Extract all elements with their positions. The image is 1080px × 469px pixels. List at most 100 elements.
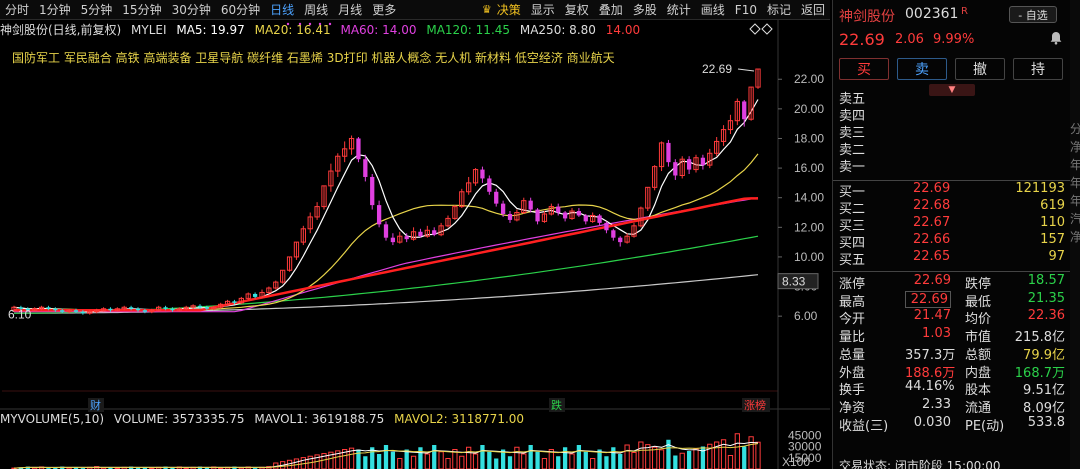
toolbar-period-2[interactable]: 5分钟 (80, 3, 113, 17)
self-select-button[interactable]: - 自选 (1009, 6, 1057, 23)
toolbar-period-9[interactable]: 更多 (372, 3, 397, 17)
volume-indicator-name[interactable]: MYVOLUME(5,10) (0, 412, 105, 426)
collapse-handle[interactable]: ▼ (929, 84, 975, 96)
ma120-label: MA120: 11.45 (426, 23, 511, 37)
price-change-pct: 9.99% (933, 32, 975, 47)
volume-bar (363, 456, 368, 469)
volume-bar (480, 445, 485, 469)
volume-bar (424, 453, 430, 469)
toolbar-action-6[interactable]: 画线 (700, 3, 725, 17)
candle-body (597, 215, 602, 223)
ask-row[interactable]: 卖四 (839, 105, 1065, 124)
candle-body (87, 311, 93, 314)
bell-icon[interactable] (1049, 31, 1063, 48)
candle-body (459, 191, 465, 208)
toolbar-action-9[interactable]: 返回 (800, 3, 825, 17)
toolbar-period-1[interactable]: 1分钟 (39, 3, 71, 17)
volume-bar (590, 458, 596, 469)
high-price-label: 22.69 (702, 62, 732, 76)
concept-tags[interactable]: 国防军工 军民融合 高铁 高端装备 卫星导航 碳纤维 石墨烯 3D打印 机器人概… (12, 51, 615, 65)
volume-bar (535, 451, 540, 469)
volume-bar (562, 447, 568, 469)
ask-row[interactable]: 卖三 (839, 122, 1065, 141)
ask-row[interactable]: 卖一 (839, 156, 1065, 175)
bid-row[interactable]: 买四 22.66 157 (839, 232, 1065, 251)
toolbar-action-7[interactable]: F10 (734, 2, 757, 17)
volume-bar (652, 446, 658, 469)
trade-status: 交易状态: 闭市阶段 15:00:00 (839, 459, 1001, 469)
candle-body (390, 237, 396, 243)
candle-body (673, 162, 678, 176)
volume-bar (748, 436, 754, 469)
volume-bar (714, 441, 720, 469)
main-legend: 神剑股份(日线,前复权) MYLEI MA5: 19.97 MA20: 16.4… (0, 21, 646, 37)
candle-body (376, 205, 382, 225)
price-change: 2.06 (895, 32, 924, 47)
toolbar-action-5[interactable]: 统计 (666, 3, 691, 17)
toolbar-action-0[interactable]: 决策 (496, 3, 521, 17)
volume-bar (410, 455, 417, 469)
toolbar-period-0[interactable]: 分时 (5, 3, 30, 17)
toolbar-period-8[interactable]: 月线 (338, 3, 363, 17)
kline-chart[interactable]: 22.0020.0018.0016.0014.0012.0010.008.006… (0, 20, 830, 469)
candle-body (618, 237, 623, 243)
ask-row[interactable]: 卖五 (839, 88, 1065, 107)
low-price-label: 6.10 (8, 308, 32, 322)
toolbar-action-4[interactable]: 多股 (632, 3, 657, 17)
event-tag-box (742, 398, 770, 412)
indicator-name[interactable]: MYLEI (131, 23, 167, 37)
candle-body (404, 236, 409, 240)
bid-row[interactable]: 买二 22.68 619 (839, 198, 1065, 217)
toolbar-action-2[interactable]: 复权 (564, 3, 589, 17)
candle-body (163, 307, 168, 309)
current-price-tag: 8.33 (782, 275, 806, 289)
toolbar-period-6[interactable]: 日线 (270, 3, 295, 17)
stat-value: 22.36 (1027, 308, 1065, 324)
side-panel-edge[interactable]: 分净年年年汽净 (1070, 0, 1080, 469)
candle-body (583, 215, 588, 222)
volume-bar (556, 456, 561, 469)
bid-label: 买二 (839, 202, 866, 217)
stat-row: 总量 357.3万 总额 79.9亿 (839, 344, 1065, 363)
candle-body (590, 214, 596, 222)
stat-value: 22.69 (905, 290, 951, 308)
toolbar-period-7[interactable]: 周线 (304, 3, 329, 17)
toolbar-action-3[interactable]: 叠加 (598, 3, 623, 17)
candle-body (556, 206, 561, 213)
toolbar-action-8[interactable]: 标记 (766, 3, 791, 17)
toolbar-action-1[interactable]: 显示 (530, 3, 555, 17)
ask-row[interactable]: 卖二 (839, 139, 1065, 158)
stat-label: 内盘 (965, 365, 992, 381)
candle-body (128, 307, 134, 309)
sell-button[interactable]: 卖 (897, 58, 947, 80)
candle-body (348, 137, 355, 150)
stat-value: 533.8 (1027, 414, 1065, 430)
bid-volume: 121193 (1015, 181, 1065, 196)
stock-name: 神剑股份 (839, 9, 895, 25)
toolbar-period-5[interactable]: 60分钟 (220, 3, 261, 17)
cancel-button[interactable]: 撤 (955, 58, 1005, 80)
toolbar-period-4[interactable]: 30分钟 (171, 3, 211, 17)
toolbar-period-3[interactable]: 15分钟 (122, 3, 162, 17)
volume-bar (521, 453, 527, 469)
candle-body (631, 225, 637, 237)
volume-bar (727, 455, 734, 469)
volume-bar (452, 449, 458, 469)
hold-button[interactable]: 持 (1013, 58, 1063, 80)
price-axis-label: 16.00 (794, 161, 824, 175)
signal-dot (308, 22, 312, 26)
buy-button[interactable]: 买 (839, 58, 889, 80)
bid-row[interactable]: 买一 22.69 121193 (839, 181, 1065, 200)
bid-row[interactable]: 买五 22.65 97 (839, 249, 1065, 268)
event-tag: 跌 (551, 398, 562, 412)
volume-bar (707, 443, 713, 469)
price-axis-label: 14.00 (794, 191, 824, 205)
candle-body (197, 305, 203, 308)
bid-row[interactable]: 买三 22.67 110 (839, 215, 1065, 234)
candle-body (700, 157, 706, 166)
volume-bar (569, 453, 575, 469)
event-tag: 财 (90, 398, 101, 412)
candle-body (259, 291, 265, 298)
stat-label: 流通 (965, 400, 992, 416)
candle-body (445, 217, 451, 227)
